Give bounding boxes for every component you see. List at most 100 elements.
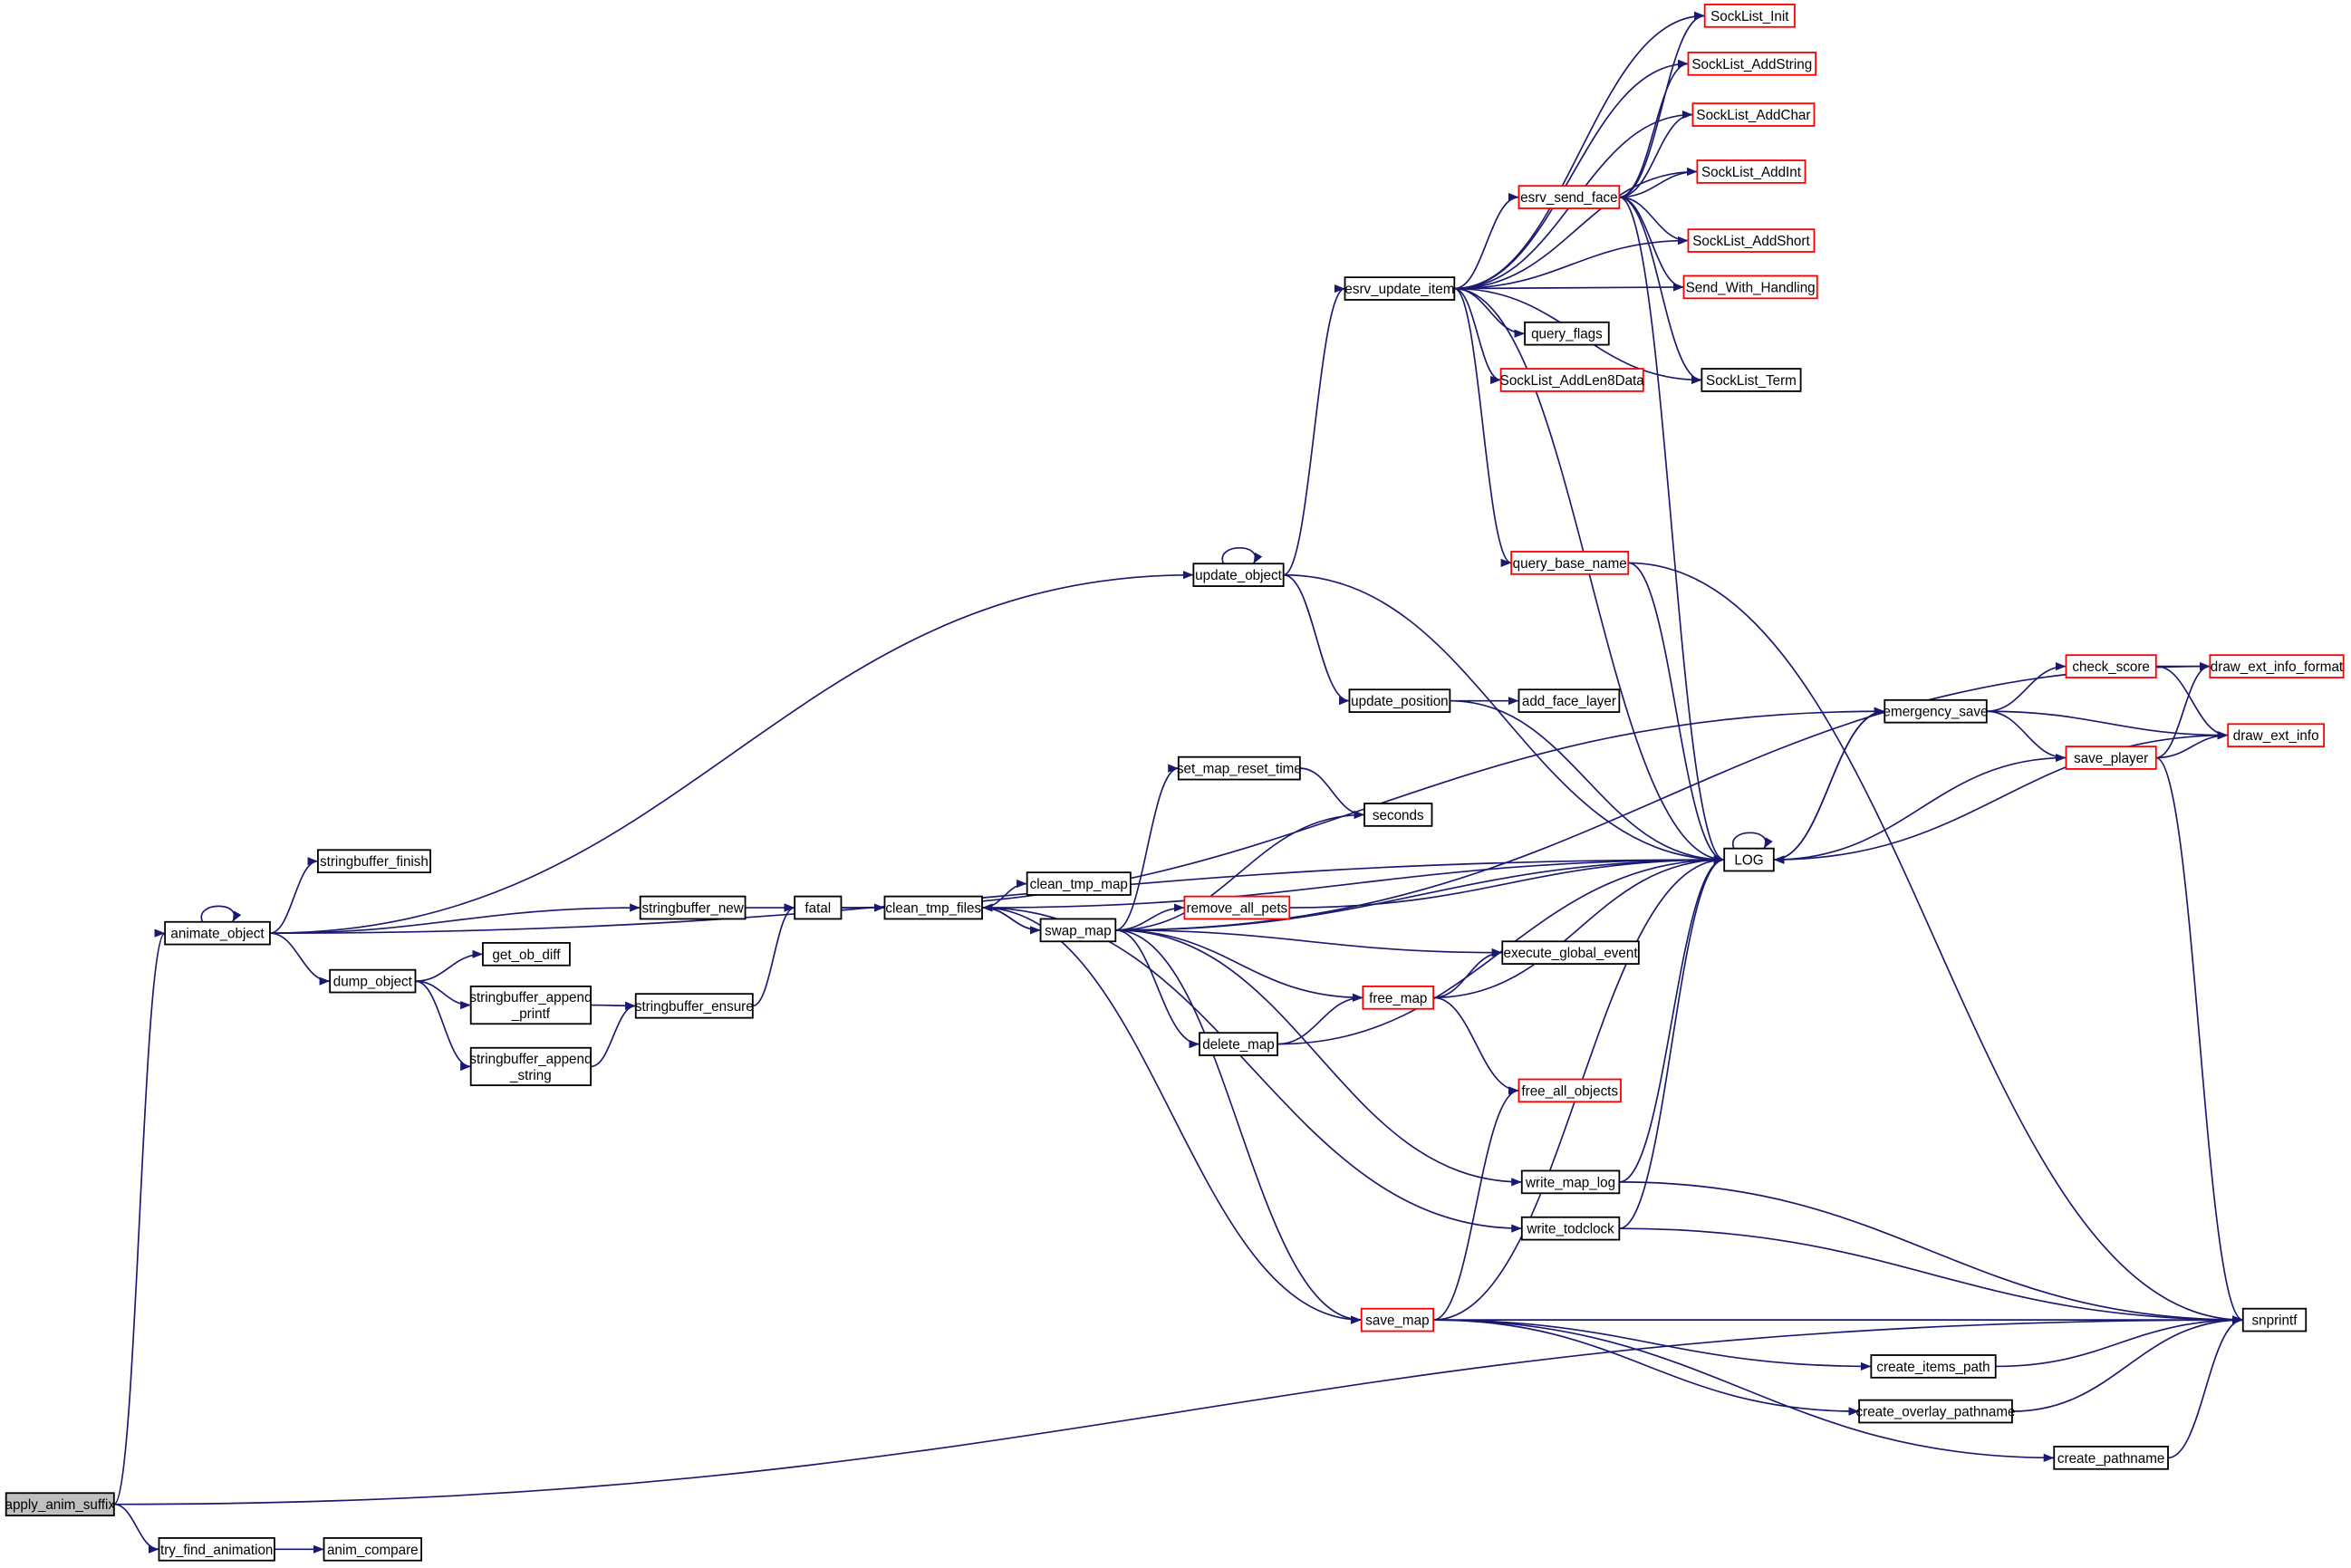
node-label: update_object bbox=[1195, 568, 1282, 583]
node-box bbox=[1192, 563, 1285, 587]
node-create_items_path[interactable]: create_items_path bbox=[1870, 1354, 1997, 1379]
node-box bbox=[1518, 1078, 1622, 1103]
node-label: save_map bbox=[1365, 1313, 1429, 1329]
node-free_all_objects[interactable]: free_all_objects bbox=[1518, 1078, 1622, 1103]
node-write_todclock[interactable]: write_todclock bbox=[1520, 1216, 1621, 1241]
node-save_map[interactable]: save_map bbox=[1360, 1307, 1435, 1332]
node-label: dump_object bbox=[333, 975, 413, 990]
node-label: draw_ext_info bbox=[2233, 728, 2319, 744]
node-try_find_animation[interactable]: try_find_animation bbox=[158, 1536, 275, 1562]
node-set_map_reset_time[interactable]: set_map_reset_time bbox=[1177, 755, 1302, 781]
edge-swap_map-to-clean_tmp_files bbox=[982, 903, 1041, 931]
node-snprintf[interactable]: snprintf bbox=[2241, 1307, 2308, 1332]
edge-esrv_update_item-to-SockList_AddInt bbox=[1454, 167, 1698, 290]
node-execute_global_event[interactable]: execute_global_event bbox=[1501, 940, 1640, 965]
node-box bbox=[158, 1536, 275, 1562]
node-box bbox=[2053, 1446, 2169, 1470]
node-label: create_items_path bbox=[1876, 1360, 1990, 1375]
node-stringbuffer_new[interactable]: stringbuffer_new bbox=[639, 895, 747, 920]
node-LOG[interactable]: LOG bbox=[1723, 847, 1775, 872]
node-SockList_AddString[interactable]: SockList_AddString bbox=[1687, 52, 1817, 76]
node-esrv_update_item[interactable]: esrv_update_item bbox=[1344, 276, 1456, 301]
node-clean_tmp_files[interactable]: clean_tmp_files bbox=[883, 895, 983, 920]
node-stringbuffer_ensure[interactable]: stringbuffer_ensure bbox=[634, 993, 754, 1019]
node-draw_ext_info_format[interactable]: draw_ext_info_format bbox=[2209, 654, 2345, 678]
node-label: query_base_name bbox=[1513, 556, 1627, 572]
node-create_overlay_pathname[interactable]: create_overlay_pathname bbox=[1856, 1399, 2016, 1424]
node-Send_With_Handling[interactable]: Send_With_Handling bbox=[1682, 274, 1818, 300]
edge-delete_map-to-LOG bbox=[1277, 855, 1725, 1045]
node-box bbox=[1701, 368, 1802, 392]
node-label: SockList_AddString bbox=[1691, 57, 1812, 72]
node-label: free_map bbox=[1369, 991, 1427, 1006]
node-get_ob_diff[interactable]: get_ob_diff bbox=[482, 942, 571, 967]
node-label: update_position bbox=[1351, 694, 1448, 709]
nodes: apply_anim_suffix try_find_animation anim_… bbox=[5, 4, 2345, 1562]
edge-emergency_save-to-LOG bbox=[1773, 710, 1885, 864]
edge-animate_object-to-animate_object bbox=[200, 905, 242, 923]
edge-query_base_name-to-LOG bbox=[1628, 562, 1725, 864]
node-SockList_Term[interactable]: SockList_Term bbox=[1701, 368, 1802, 392]
node-label: free_all_objects bbox=[1521, 1083, 1618, 1099]
node-SockList_AddChar[interactable]: SockList_AddChar bbox=[1691, 102, 1816, 127]
node-update_position[interactable]: update_position bbox=[1348, 688, 1451, 713]
node-check_score[interactable]: check_score bbox=[2065, 654, 2157, 678]
node-label: snprintf bbox=[2252, 1313, 2298, 1329]
node-write_map_log[interactable]: write_map_log bbox=[1520, 1169, 1621, 1195]
edge-write_map_log-to-snprintf bbox=[1619, 1181, 2243, 1324]
node-SockList_AddLen8Data[interactable]: SockList_AddLen8Data bbox=[1500, 368, 1645, 392]
edge-apply_anim_suffix-to-snprintf bbox=[113, 1315, 2243, 1505]
node-esrv_send_face[interactable]: esrv_send_face bbox=[1518, 185, 1621, 209]
node-clean_tmp_map[interactable]: clean_tmp_map bbox=[1026, 871, 1132, 896]
edge-create_pathname-to-snprintf bbox=[2167, 1315, 2243, 1459]
node-query_flags[interactable]: query_flags bbox=[1524, 321, 1610, 346]
node-remove_all_pets[interactable]: remove_all_pets bbox=[1183, 895, 1291, 920]
node-dump_object[interactable]: dump_object bbox=[329, 968, 417, 994]
node-label: write_todclock bbox=[1526, 1222, 1614, 1237]
edge-emergency_save-to-check_score bbox=[1986, 661, 2067, 713]
node-update_object[interactable]: update_object bbox=[1192, 563, 1285, 587]
node-fatal[interactable]: fatal bbox=[794, 895, 843, 920]
node-box bbox=[5, 1492, 115, 1516]
node-label: esrv_update_item bbox=[1344, 282, 1454, 297]
node-label: stringbuffer_append bbox=[469, 1052, 592, 1067]
node-delete_map[interactable]: delete_map bbox=[1199, 1032, 1278, 1056]
node-add_face_layer[interactable]: add_face_layer bbox=[1518, 688, 1621, 713]
node-stringbuffer_finish[interactable]: stringbuffer_finish bbox=[317, 849, 431, 874]
node-seconds[interactable]: seconds bbox=[1363, 803, 1433, 827]
node-label: stringbuffer_finish bbox=[320, 854, 429, 870]
node-animate_object[interactable]: animate_object bbox=[164, 920, 271, 946]
edge-swap_map-to-execute_global_event bbox=[1115, 929, 1503, 957]
edge-write_todclock-to-snprintf bbox=[1619, 1227, 2243, 1324]
node-create_pathname[interactable]: create_pathname bbox=[2053, 1446, 2169, 1470]
node-box bbox=[794, 895, 843, 920]
node-box bbox=[883, 895, 983, 920]
edge-emergency_save-to-save_player bbox=[1986, 710, 2067, 763]
node-draw_ext_info[interactable]: draw_ext_info bbox=[2227, 723, 2326, 748]
edge-animate_object-to-stringbuffer_new bbox=[269, 903, 641, 934]
node-label: delete_map bbox=[1202, 1037, 1275, 1053]
node-box bbox=[1518, 185, 1621, 209]
node-box bbox=[1518, 688, 1621, 713]
node-box bbox=[2227, 723, 2326, 748]
edge-update_object-to-esrv_update_item bbox=[1283, 284, 1345, 576]
node-swap_map[interactable]: swap_map bbox=[1039, 918, 1117, 943]
node-emergency_save[interactable]: emergency_save bbox=[1884, 698, 1989, 724]
node-box bbox=[639, 895, 747, 920]
node-anim_compare[interactable]: anim_compare bbox=[323, 1536, 423, 1562]
edge-dump_object-to-get_ob_diff bbox=[415, 949, 483, 982]
edge-save_map-to-free_all_objects bbox=[1433, 1086, 1519, 1321]
node-box bbox=[2241, 1307, 2308, 1332]
edge-esrv_update_item-to-esrv_send_face bbox=[1454, 193, 1519, 290]
node-SockList_AddShort[interactable]: SockList_AddShort bbox=[1687, 228, 1816, 253]
node-stringbuffer_append_printf[interactable]: stringbuffer_append_printf bbox=[469, 985, 592, 1025]
node-SockList_AddInt[interactable]: SockList_AddInt bbox=[1696, 159, 1807, 184]
node-free_map[interactable]: free_map bbox=[1362, 985, 1435, 1010]
node-apply_anim_suffix[interactable]: apply_anim_suffix bbox=[5, 1492, 115, 1516]
node-query_base_name[interactable]: query_base_name bbox=[1510, 551, 1630, 575]
node-stringbuffer_append_string[interactable]: stringbuffer_append_string bbox=[469, 1046, 592, 1087]
node-SockList_Init[interactable]: SockList_Init bbox=[1703, 4, 1796, 28]
edge-dump_object-to-stringbuffer_append_string bbox=[415, 980, 471, 1072]
node-label: SockList_AddShort bbox=[1692, 234, 1810, 249]
node-save_player[interactable]: save_player bbox=[2065, 746, 2157, 770]
